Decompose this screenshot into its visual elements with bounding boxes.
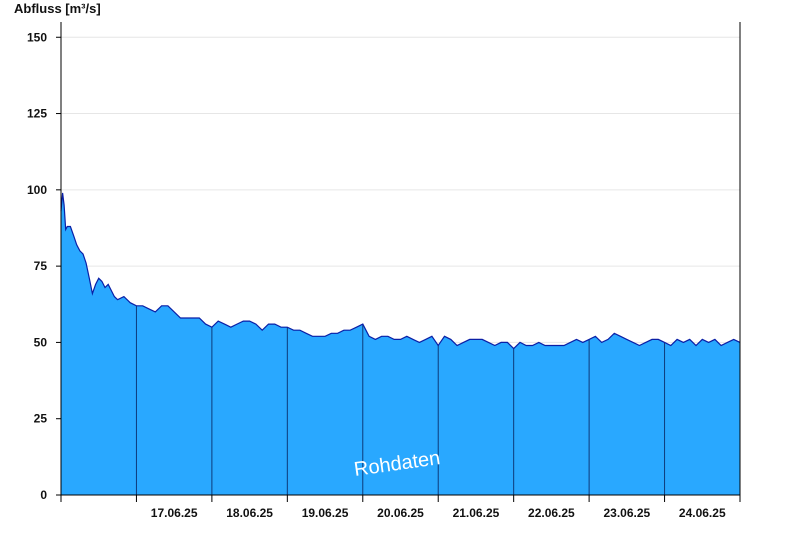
y-tick-label: 25 <box>34 412 48 426</box>
day-separators <box>135 305 666 495</box>
x-tick-label: 18.06.25 <box>226 506 273 520</box>
x-tick-label: 21.06.25 <box>453 506 500 520</box>
x-tick-label: 23.06.25 <box>603 506 650 520</box>
y-axis-ticks: 0 25 50 75 100 125 150 <box>27 30 61 502</box>
y-tick-label: 0 <box>40 488 47 502</box>
discharge-area <box>61 192 740 495</box>
x-tick-label: 24.06.25 <box>679 506 726 520</box>
y-tick-label: 75 <box>34 259 48 273</box>
y-tick-label: 100 <box>27 183 47 197</box>
x-tick-label: 19.06.25 <box>302 506 349 520</box>
axes <box>56 22 741 496</box>
x-tick-label: 17.06.25 <box>151 506 198 520</box>
discharge-line <box>60 192 741 350</box>
y-tick-label: 50 <box>34 335 48 349</box>
y-axis-title: Abfluss [m³/s] <box>14 1 101 16</box>
y-tick-label: 125 <box>27 107 47 121</box>
y-tick-label: 150 <box>27 30 47 44</box>
x-tick-label: 22.06.25 <box>528 506 575 520</box>
x-tick-label: 20.06.25 <box>377 506 424 520</box>
x-axis-ticks: 17.06.25 18.06.25 19.06.25 20.06.25 21.06.25… <box>60 495 741 520</box>
